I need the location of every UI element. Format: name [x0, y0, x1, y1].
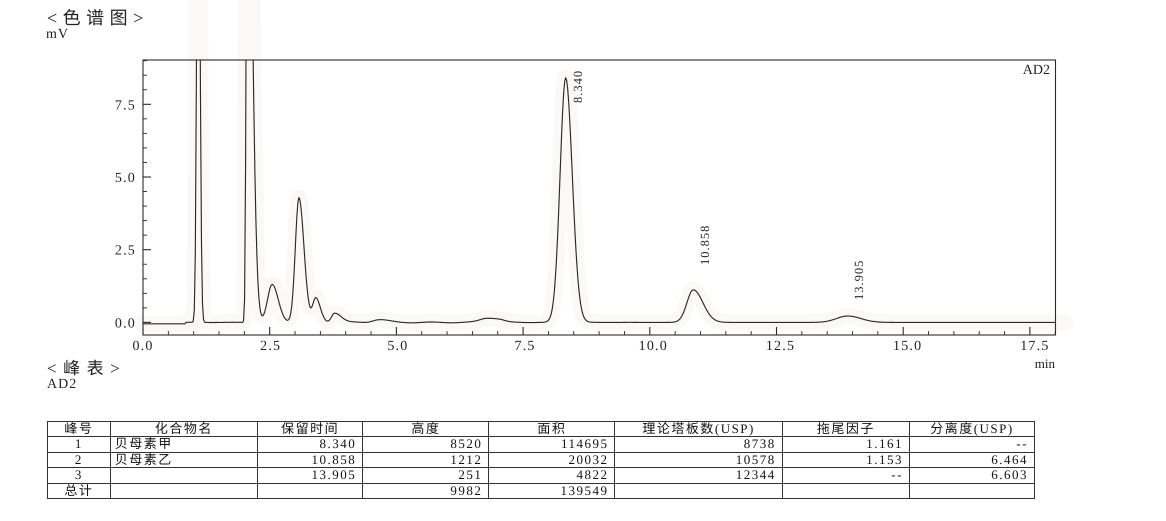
svg-text:0.0: 0.0: [115, 316, 136, 331]
svg-text:13.905: 13.905: [852, 260, 866, 300]
svg-text:5.0: 5.0: [115, 171, 136, 186]
svg-text:12.5: 12.5: [766, 339, 795, 354]
svg-text:2.5: 2.5: [115, 244, 136, 259]
svg-text:17.5: 17.5: [1020, 339, 1049, 354]
svg-text:min: min: [1035, 356, 1056, 371]
svg-text:AD2: AD2: [1023, 63, 1050, 78]
svg-text:2.5: 2.5: [260, 339, 281, 354]
svg-text:7.5: 7.5: [115, 98, 136, 113]
svg-text:7.5: 7.5: [515, 339, 536, 354]
svg-text:10.0: 10.0: [639, 339, 668, 354]
svg-text:5.0: 5.0: [387, 339, 408, 354]
svg-text:0.0: 0.0: [132, 339, 153, 354]
svg-text:15.0: 15.0: [893, 339, 922, 354]
svg-text:8.340: 8.340: [571, 70, 585, 103]
svg-text:10.858: 10.858: [698, 225, 712, 265]
